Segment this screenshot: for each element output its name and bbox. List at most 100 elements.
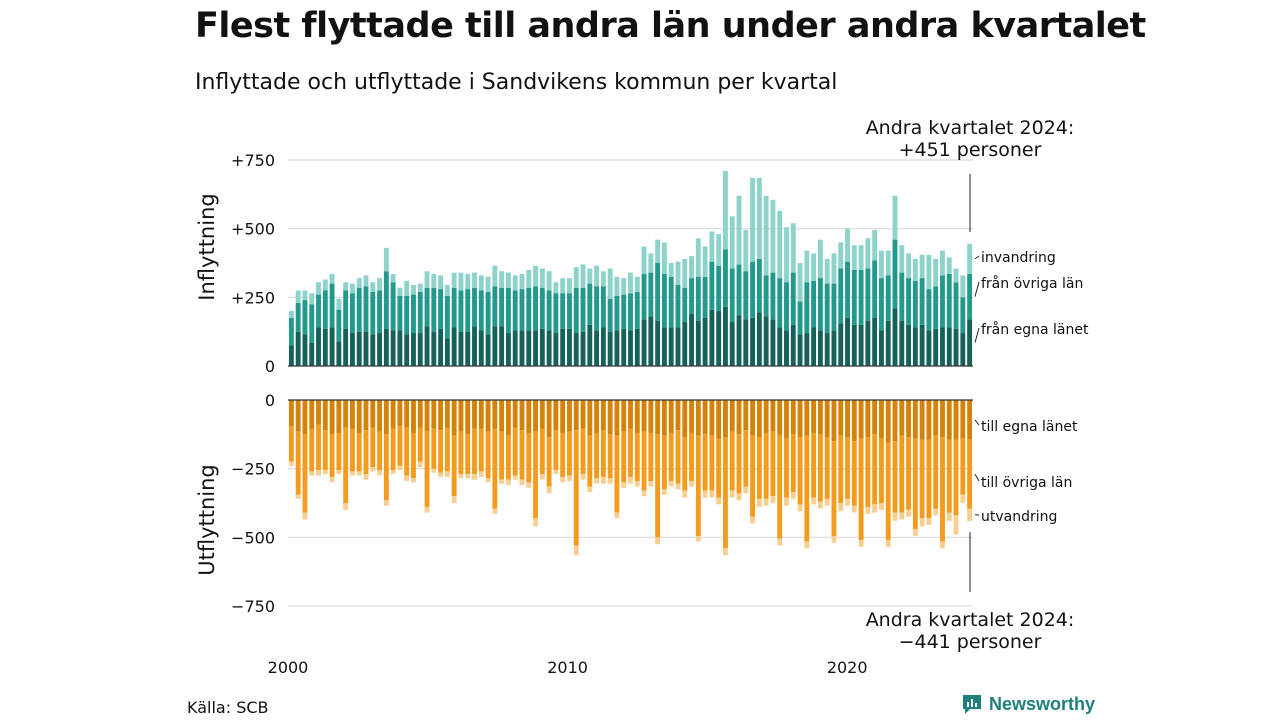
bar-inflyttning-2 (587, 283, 593, 325)
bar-inflyttning-1 (458, 331, 464, 366)
bar-inflyttning-2 (804, 282, 810, 334)
bar-inflyttning-1 (797, 334, 803, 366)
bar-utflyttning-2 (811, 432, 817, 498)
bar-utflyttning-3 (655, 537, 661, 545)
bar-inflyttning-1 (906, 324, 912, 366)
bar-inflyttning-1 (397, 330, 403, 366)
bar-inflyttning-2 (309, 304, 315, 343)
bar-inflyttning-2 (404, 295, 410, 335)
bar-inflyttning-1 (607, 331, 613, 366)
bar-inflyttning-2 (790, 272, 796, 325)
bar-inflyttning-3 (370, 282, 376, 292)
bar-utflyttning-2 (756, 437, 762, 499)
bar-inflyttning-2 (594, 286, 600, 331)
bar-inflyttning-1 (729, 322, 735, 366)
bar-utflyttning-2 (784, 438, 789, 498)
bar-inflyttning-3 (288, 311, 294, 318)
bar-inflyttning-2 (858, 269, 864, 325)
bar-utflyttning-3 (736, 493, 742, 501)
bar-inflyttning-3 (587, 268, 593, 284)
bar-inflyttning-2 (906, 278, 912, 325)
bar-utflyttning-3 (906, 509, 912, 517)
bar-utflyttning-1 (356, 400, 362, 433)
bar-inflyttning-2 (784, 282, 789, 331)
bar-inflyttning-2 (560, 293, 566, 329)
bar-inflyttning-3 (709, 231, 715, 262)
bar-inflyttning-2 (885, 275, 891, 321)
source-label: Källa: SCB (187, 698, 269, 717)
bar-utflyttning-1 (736, 400, 742, 435)
bar-utflyttning-3 (953, 515, 959, 535)
bar-utflyttning-3 (302, 512, 308, 520)
bar-utflyttning-1 (458, 400, 464, 432)
bar-utflyttning-2 (817, 434, 823, 502)
bar-inflyttning-1 (648, 316, 654, 366)
bar-inflyttning-2 (363, 286, 369, 332)
bar-utflyttning-1 (858, 400, 864, 439)
bar-utflyttning-2 (960, 438, 966, 495)
bar-utflyttning-1 (872, 400, 878, 435)
bar-inflyttning-3 (960, 275, 966, 298)
bar-inflyttning-1 (865, 320, 871, 366)
bar-utflyttning-2 (438, 430, 444, 473)
bar-utflyttning-1 (790, 400, 796, 435)
y-tick-label: +500 (231, 220, 275, 239)
y-axis-title-top: Inflyttning (195, 193, 219, 300)
annotation-bottom-line2: −441 personer (899, 631, 1042, 653)
bar-inflyttning-1 (912, 327, 918, 366)
bar-utflyttning-1 (343, 400, 349, 428)
bar-inflyttning-3 (831, 253, 837, 284)
bar-utflyttning-3 (879, 503, 884, 510)
bar-inflyttning-3 (567, 278, 572, 294)
bar-utflyttning-3 (288, 461, 294, 466)
bar-inflyttning-2 (967, 273, 973, 320)
bar-inflyttning-2 (831, 283, 837, 331)
bar-utflyttning-3 (336, 470, 342, 475)
bar-inflyttning-2 (329, 283, 335, 328)
bar-inflyttning-3 (872, 230, 878, 261)
bar-utflyttning-3 (438, 472, 444, 477)
bar-inflyttning-2 (661, 273, 667, 328)
bar-utflyttning-2 (390, 428, 396, 471)
bar-utflyttning-2 (621, 431, 627, 483)
bar-utflyttning-1 (349, 400, 355, 429)
bar-utflyttning-1 (763, 400, 769, 433)
bar-inflyttning-1 (295, 331, 301, 366)
bar-inflyttning-1 (512, 330, 518, 366)
bar-utflyttning-2 (356, 432, 362, 472)
bar-inflyttning-1 (404, 334, 410, 366)
bar-utflyttning-1 (295, 400, 301, 432)
bar-utflyttning-3 (661, 489, 667, 495)
bar-utflyttning-2 (743, 430, 749, 487)
bar-utflyttning-2 (505, 435, 511, 480)
bar-utflyttning-1 (472, 400, 477, 429)
bar-inflyttning-3 (648, 253, 654, 273)
bar-inflyttning-2 (729, 268, 735, 323)
bar-inflyttning-3 (912, 258, 918, 281)
bar-utflyttning-2 (736, 434, 742, 494)
bar-inflyttning-3 (689, 256, 694, 279)
bar-inflyttning-2 (499, 287, 505, 327)
bar-utflyttning-3 (865, 507, 871, 514)
bar-inflyttning-3 (743, 230, 749, 272)
bar-inflyttning-2 (505, 287, 511, 334)
bar-utflyttning-1 (682, 400, 688, 438)
y-tick-label: −750 (231, 597, 275, 616)
bar-inflyttning-3 (817, 239, 823, 279)
bar-inflyttning-3 (926, 254, 932, 290)
bar-utflyttning-2 (363, 430, 369, 475)
bar-inflyttning-3 (363, 275, 369, 287)
bar-utflyttning-2 (641, 431, 647, 491)
bar-inflyttning-2 (777, 278, 783, 328)
bar-inflyttning-1 (329, 327, 335, 366)
bar-inflyttning-1 (485, 334, 491, 366)
bar-utflyttning-3 (675, 483, 681, 490)
series-label-utflyttning: till egna länet (981, 419, 1078, 435)
bar-inflyttning-1 (817, 330, 823, 366)
bar-utflyttning-1 (492, 400, 498, 429)
y-tick-label: −250 (231, 460, 275, 479)
bar-utflyttning-2 (288, 426, 294, 462)
bar-utflyttning-1 (594, 400, 600, 433)
bar-utflyttning-3 (363, 474, 369, 480)
bar-utflyttning-1 (580, 400, 586, 429)
